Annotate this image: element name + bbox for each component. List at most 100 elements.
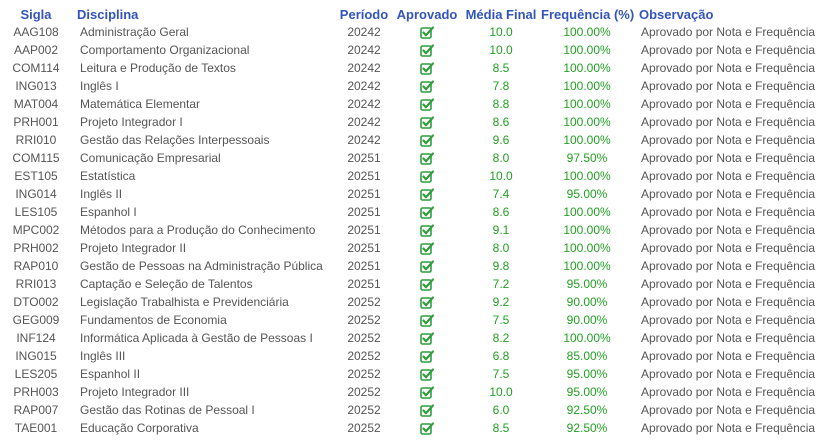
table-row: EST105 Estatística 20251 10.0 100.00% Aprovad… [0, 167, 819, 185]
cell-observacao: Aprovado por Nota e Frequência [641, 313, 816, 327]
checkbox-checked-icon [420, 80, 434, 93]
cell-media-final: 6.8 [492, 349, 510, 363]
cell-frequencia: 100.00% [563, 223, 611, 237]
cell-frequencia: 95.00% [566, 277, 608, 291]
cell-frequencia: 92.50% [566, 421, 608, 435]
cell-disciplina: Educação Corporativa [80, 421, 199, 435]
column-header-periodo: Período [339, 6, 389, 22]
cell-media-final: 8.6 [492, 115, 510, 129]
cell-periodo: 20242 [347, 115, 381, 129]
cell-observacao: Aprovado por Nota e Frequência [641, 115, 816, 129]
cell-aprovado [393, 311, 461, 329]
cell-sigla: PRH002 [13, 241, 59, 255]
checkbox-checked-icon [420, 278, 434, 291]
cell-periodo: 20252 [347, 367, 381, 381]
table-row: GEG009 Fundamentos de Economia 20252 7.5 90.… [0, 311, 819, 329]
cell-frequencia: 100.00% [563, 205, 611, 219]
cell-disciplina: Inglês I [80, 79, 119, 93]
table-row: AAG108 Administração Geral 20242 10.0 100.00… [0, 23, 819, 41]
checkbox-checked-icon [420, 314, 434, 327]
cell-frequencia: 100.00% [563, 241, 611, 255]
cell-aprovado [393, 149, 461, 167]
cell-aprovado [393, 221, 461, 239]
cell-frequencia: 100.00% [563, 79, 611, 93]
cell-disciplina: Administração Geral [80, 25, 189, 39]
cell-media-final: 9.1 [492, 223, 510, 237]
cell-periodo: 20252 [347, 313, 381, 327]
cell-aprovado [393, 77, 461, 95]
cell-frequencia: 90.00% [566, 295, 608, 309]
table-row: RAP010 Gestão de Pessoas na Administração… [0, 257, 819, 275]
cell-aprovado [393, 401, 461, 419]
cell-sigla: AAP002 [13, 43, 59, 57]
cell-disciplina: Estatística [80, 169, 136, 183]
cell-periodo: 20242 [347, 97, 381, 111]
cell-observacao: Aprovado por Nota e Frequência [641, 61, 816, 75]
checkbox-checked-icon [420, 386, 434, 399]
cell-media-final: 8.2 [492, 331, 510, 345]
cell-aprovado [393, 59, 461, 77]
table-row: MAT004 Matemática Elementar 20242 8.8 100.00… [0, 95, 819, 113]
cell-disciplina: Projeto Integrador III [80, 385, 190, 399]
cell-media-final: 8.8 [492, 97, 510, 111]
cell-media-final: 7.4 [492, 187, 510, 201]
checkbox-checked-icon [420, 206, 434, 219]
cell-aprovado [393, 167, 461, 185]
cell-sigla: LES205 [14, 367, 58, 381]
checkbox-checked-icon [420, 368, 434, 381]
cell-disciplina: Gestão das Relações Interpessoais [80, 133, 270, 147]
cell-frequencia: 100.00% [563, 133, 611, 147]
cell-observacao: Aprovado por Nota e Frequência [641, 421, 816, 435]
cell-periodo: 20251 [347, 205, 381, 219]
checkbox-checked-icon [420, 332, 434, 345]
cell-periodo: 20242 [347, 25, 381, 39]
cell-observacao: Aprovado por Nota e Frequência [641, 331, 816, 345]
cell-disciplina: Inglês III [80, 349, 126, 363]
cell-frequencia: 90.00% [566, 313, 608, 327]
cell-media-final: 10.0 [489, 25, 513, 39]
cell-disciplina: Fundamentos de Economia [80, 313, 227, 327]
cell-aprovado [393, 131, 461, 149]
checkbox-checked-icon [420, 26, 434, 39]
cell-periodo: 20242 [347, 61, 381, 75]
cell-observacao: Aprovado por Nota e Frequência [641, 187, 816, 201]
cell-frequencia: 95.00% [566, 385, 608, 399]
cell-aprovado [393, 23, 461, 41]
cell-sigla: ING013 [15, 79, 57, 93]
cell-periodo: 20251 [347, 151, 381, 165]
cell-aprovado [393, 41, 461, 59]
table-row: ING015 Inglês III 20252 6.8 85.00% Aprovado p… [0, 347, 819, 365]
table-body: AAG108 Administração Geral 20242 10.0 100.00… [0, 23, 819, 437]
cell-sigla: RRI010 [15, 133, 57, 147]
cell-frequencia: 95.00% [566, 187, 608, 201]
checkbox-checked-icon [420, 422, 434, 435]
column-header-aprovado: Aprovado [396, 6, 458, 22]
cell-periodo: 20242 [347, 79, 381, 93]
cell-disciplina: Comunicação Empresarial [80, 151, 221, 165]
cell-media-final: 6.0 [492, 403, 510, 417]
cell-media-final: 9.2 [492, 295, 510, 309]
cell-sigla: COM115 [12, 151, 60, 165]
cell-observacao: Aprovado por Nota e Frequência [641, 241, 816, 255]
column-header-frequencia: Frequência (%) [541, 6, 635, 22]
cell-frequencia: 100.00% [563, 259, 611, 273]
cell-disciplina: Métodos para a Produção do Conhecimento [80, 223, 316, 237]
cell-disciplina: Gestão de Pessoas na Administração Públi… [80, 259, 323, 273]
cell-aprovado [393, 419, 461, 437]
cell-frequencia: 85.00% [566, 349, 608, 363]
cell-sigla: PRH003 [13, 385, 59, 399]
cell-aprovado [393, 113, 461, 131]
cell-observacao: Aprovado por Nota e Frequência [641, 79, 816, 93]
cell-observacao: Aprovado por Nota e Frequência [641, 385, 816, 399]
cell-disciplina: Captação e Seleção de Talentos [80, 277, 253, 291]
table-row: INF124 Informática Aplicada à Gestão de P… [0, 329, 819, 347]
column-header-disciplina: Disciplina [77, 6, 139, 22]
table-row: RRI013 Captação e Seleção de Talentos 2025… [0, 275, 819, 293]
table-row: RRI010 Gestão das Relações Interpessoais 2… [0, 131, 819, 149]
cell-aprovado [393, 329, 461, 347]
cell-aprovado [393, 203, 461, 221]
cell-frequencia: 92.50% [566, 403, 608, 417]
cell-media-final: 8.0 [492, 241, 510, 255]
cell-observacao: Aprovado por Nota e Frequência [641, 403, 816, 417]
cell-aprovado [393, 347, 461, 365]
